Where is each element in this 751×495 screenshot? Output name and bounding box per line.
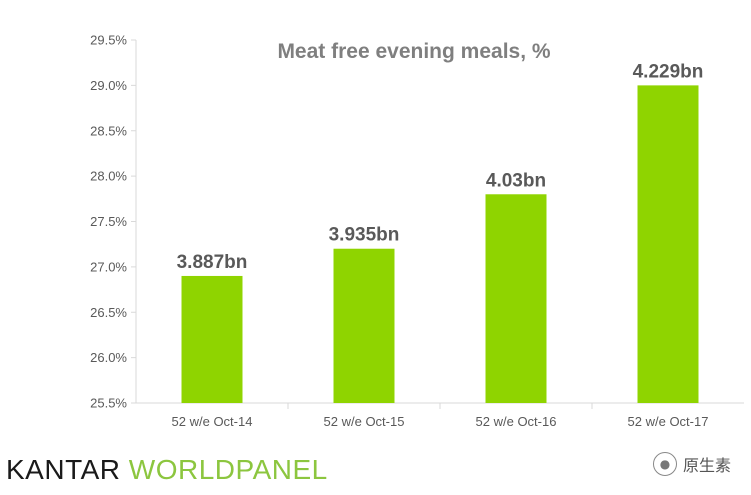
y-tick-label: 28.5% (90, 123, 127, 138)
bar (637, 85, 699, 403)
bar-data-label: 4.229bn (633, 61, 704, 82)
bars (181, 85, 699, 403)
bar (485, 194, 547, 403)
watermark: ● 原生素 (652, 452, 731, 476)
wechat-icon: ● (652, 452, 677, 476)
bar-data-label: 3.935bn (329, 225, 400, 246)
y-tick-label: 26.0% (90, 350, 127, 365)
x-category-label: 52 w/e Oct-14 (172, 414, 253, 429)
y-tick-label: 27.0% (90, 259, 127, 274)
bar (181, 275, 243, 403)
logo-worldpanel: WORLDPANEL (128, 454, 328, 485)
chart-title: Meat free evening meals, % (277, 40, 550, 63)
x-category-label: 52 w/e Oct-16 (476, 414, 557, 429)
x-category-label: 52 w/e Oct-17 (628, 414, 709, 429)
bar-chart: Meat free evening meals, % 25.5% 26.0% 26.… (90, 33, 744, 429)
bar (333, 248, 395, 403)
y-tick-label: 29.0% (90, 78, 127, 93)
y-tick-label: 25.5% (90, 396, 127, 411)
x-axis-categories: 52 w/e Oct-14 52 w/e Oct-15 52 w/e Oct-16 5… (172, 403, 709, 429)
y-tick-label: 29.5% (90, 33, 127, 48)
y-tick-label: 28.0% (90, 169, 127, 184)
bar-data-label: 3.887bn (177, 252, 248, 273)
watermark-text: 原生素 (682, 456, 731, 475)
bar-data-label: 4.03bn (486, 170, 546, 191)
logo-kantar: KANTAR (6, 454, 121, 485)
y-tick-label: 26.5% (90, 305, 127, 320)
y-axis-ticks: 25.5% 26.0% 26.5% 27.0% 27.5% 28.0% 28.5% 29.0%… (90, 33, 136, 411)
y-tick-label: 27.5% (90, 214, 127, 229)
x-category-label: 52 w/e Oct-15 (324, 414, 405, 429)
data-labels: 3.887bn 3.935bn 4.03bn 4.229bn (177, 61, 704, 273)
kantar-worldpanel-logo: KANTAR WORLDPANEL (6, 454, 328, 486)
